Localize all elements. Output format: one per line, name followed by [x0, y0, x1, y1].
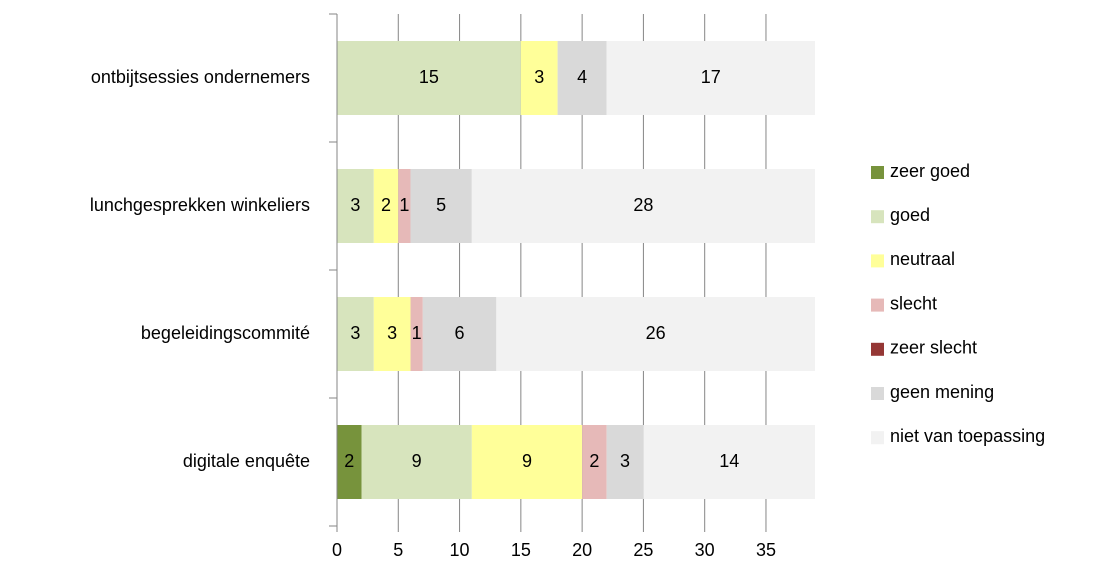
- data-label: 5: [436, 195, 446, 215]
- legend-label: slecht: [890, 293, 937, 313]
- bar-segment: [361, 425, 472, 499]
- bar-segment: [606, 41, 815, 115]
- data-label: 4: [577, 67, 587, 87]
- bar-segment: [471, 169, 815, 243]
- data-label: 3: [534, 67, 544, 87]
- data-label: 2: [381, 195, 391, 215]
- bar-segment: [373, 169, 399, 243]
- legend-label: niet van toepassing: [890, 426, 1045, 446]
- bar-segment: [643, 425, 815, 499]
- data-label: 15: [419, 67, 439, 87]
- data-label: 3: [387, 323, 397, 343]
- data-label: 9: [412, 451, 422, 471]
- bar-segment: [337, 169, 374, 243]
- y-tick-label: digitale enquête: [183, 451, 310, 471]
- bar-segment: [410, 169, 472, 243]
- data-label: 14: [719, 451, 739, 471]
- bar-segment: [337, 41, 521, 115]
- data-label: 3: [350, 323, 360, 343]
- legend-swatch: [871, 210, 884, 224]
- data-label: 2: [589, 451, 599, 471]
- data-label: 1: [412, 323, 422, 343]
- legend-swatch: [871, 254, 884, 268]
- x-tick-label: 5: [393, 540, 403, 560]
- y-tick-label: ontbijtsessies ondernemers: [91, 67, 310, 87]
- bar-segment: [606, 425, 644, 499]
- bar-segment: [337, 297, 374, 371]
- y-tick-label: lunchgesprekken winkeliers: [90, 195, 310, 215]
- bar-segment: [373, 297, 411, 371]
- x-tick-label: 0: [332, 540, 342, 560]
- bar-segment: [337, 425, 362, 499]
- x-tick-label: 35: [756, 540, 776, 560]
- x-tick-label: 10: [450, 540, 470, 560]
- legend-label: goed: [890, 205, 930, 225]
- bar-segment: [520, 41, 558, 115]
- legend-label: neutraal: [890, 249, 955, 269]
- x-tick-label: 25: [633, 540, 653, 560]
- bar-segment: [471, 425, 583, 499]
- data-label: 2: [344, 451, 354, 471]
- legend-swatch: [871, 166, 884, 179]
- legend-label: zeer goed: [890, 161, 970, 181]
- data-label: 17: [701, 67, 721, 87]
- data-label: 1: [399, 195, 409, 215]
- legend-swatch: [871, 387, 884, 400]
- bar-segment: [410, 297, 423, 371]
- data-label: 3: [620, 451, 630, 471]
- data-label: 28: [633, 195, 653, 215]
- legend-swatch: [871, 431, 884, 445]
- data-label: 6: [455, 323, 465, 343]
- x-tick-label: 15: [511, 540, 531, 560]
- x-tick-label: 20: [572, 540, 592, 560]
- y-tick-label: begeleidingscommité: [141, 323, 310, 343]
- bar-segment: [422, 297, 497, 371]
- bar-segment: [582, 425, 607, 499]
- bar-segment: [557, 41, 607, 115]
- legend-label: geen mening: [890, 382, 994, 402]
- legend-swatch: [871, 342, 884, 356]
- x-tick-label: 30: [695, 540, 715, 560]
- bar-segment: [496, 297, 815, 371]
- legend-swatch: [871, 298, 884, 312]
- data-label: 9: [522, 451, 532, 471]
- bar-segment: [398, 169, 411, 243]
- data-label: 26: [646, 323, 666, 343]
- legend-label: zeer slecht: [890, 338, 977, 358]
- data-label: 3: [350, 195, 360, 215]
